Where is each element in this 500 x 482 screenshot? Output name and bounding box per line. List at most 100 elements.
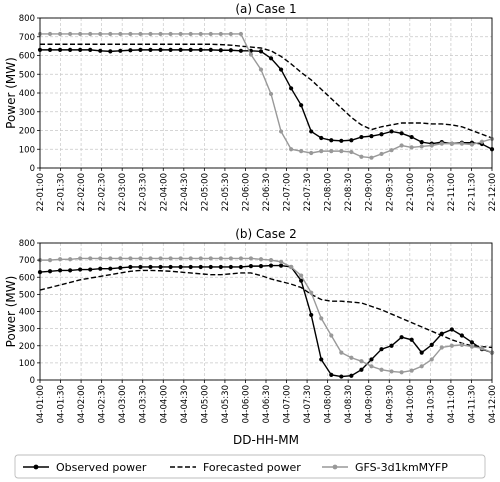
- series-point-1: [228, 264, 233, 270]
- x-tick-label: 04-02:30: [98, 385, 108, 423]
- x-tick-label: 04-06:00: [241, 385, 251, 423]
- y-tick-label: 200: [19, 342, 35, 352]
- series-point-1: [459, 333, 464, 338]
- x-tick-label: 22-05:00: [200, 173, 210, 211]
- series-point-3: [258, 257, 264, 262]
- x-tick-label: 22-04:30: [180, 173, 190, 211]
- series-point-3: [78, 256, 83, 261]
- x-tick-label: 22-08:00: [324, 173, 334, 211]
- series-point-3: [138, 256, 143, 261]
- x-tick-label: 04-08:00: [324, 385, 334, 423]
- y-tick-label: 400: [19, 89, 35, 99]
- series-point-3: [248, 256, 254, 261]
- series-point-1: [47, 47, 53, 52]
- series-point-1: [88, 47, 93, 52]
- series-point-3: [218, 31, 223, 37]
- x-tick-label: 04-05:00: [200, 385, 210, 423]
- series-point-1: [47, 269, 53, 274]
- series-point-1: [309, 312, 314, 318]
- series-point-1: [469, 340, 475, 345]
- series-point-1: [429, 342, 434, 347]
- x-tick-label: 22-11:30: [467, 173, 477, 211]
- series-point-3: [268, 258, 274, 263]
- x-tick-label: 22-10:30: [426, 173, 436, 211]
- series-point-1: [379, 347, 384, 352]
- x-tick-label: 22-06:30: [262, 173, 272, 211]
- y-axis-label: Power (MW): [4, 276, 18, 348]
- y-tick-label: 300: [19, 325, 35, 335]
- series-point-3: [419, 144, 424, 149]
- x-tick-label: 22-03:30: [139, 173, 149, 211]
- x-tick-label: 04-08:30: [344, 385, 354, 423]
- x-tick-label: 04-11:00: [447, 385, 457, 423]
- series-point-3: [349, 149, 354, 155]
- series-point-3: [459, 342, 464, 347]
- series-point-1: [218, 264, 223, 270]
- series-point-3: [449, 141, 454, 146]
- y-tick-label: 700: [19, 33, 35, 43]
- y-tick-label: 400: [19, 308, 35, 318]
- series-line-1: [40, 49, 493, 150]
- x-tick-label: 04-12:00: [488, 385, 498, 423]
- series-point-3: [459, 141, 464, 146]
- series-point-3: [268, 91, 274, 97]
- series-point-3: [198, 256, 203, 261]
- x-tick-label: 04-10:00: [406, 385, 416, 423]
- series-point-1: [178, 47, 183, 52]
- series-point-1: [68, 47, 73, 52]
- series-point-1: [379, 132, 384, 137]
- series-point-3: [238, 256, 243, 261]
- series-point-3: [178, 31, 183, 37]
- series-point-1: [309, 129, 314, 134]
- legend-entry-3: GFS-3d1kmMYFP: [355, 461, 448, 474]
- x-tick-label: 22-05:30: [221, 173, 231, 211]
- y-tick-label: 100: [19, 359, 35, 369]
- series-point-1: [319, 357, 324, 362]
- series-point-1: [409, 134, 414, 140]
- grid: [39, 17, 493, 169]
- series-point-1: [258, 49, 264, 54]
- series-line-2: [39, 269, 493, 349]
- series-point-3: [399, 143, 404, 148]
- series-point-1: [198, 47, 203, 52]
- series-point-1: [238, 48, 243, 53]
- y-tick-label: 700: [19, 256, 35, 266]
- series-point-3: [339, 350, 344, 355]
- x-axis-label: DD-HH-MM: [233, 433, 299, 447]
- series-point-1: [118, 48, 123, 53]
- series-point-1: [419, 140, 424, 145]
- series-point-1: [369, 357, 374, 362]
- series-point-1: [148, 47, 153, 52]
- series-point-1: [268, 263, 274, 268]
- series-point-3: [329, 149, 334, 154]
- series-point-1: [359, 367, 364, 372]
- x-tick-label: 22-12:00: [488, 173, 498, 211]
- x-tick-label: 22-06:00: [241, 173, 251, 211]
- series-point-3: [118, 31, 123, 37]
- x-tick-label: 04-10:30: [426, 385, 436, 423]
- series-point-3: [439, 345, 444, 350]
- series-point-3: [128, 31, 133, 37]
- series-point-3: [168, 256, 173, 261]
- series-point-3: [409, 368, 414, 373]
- series-point-3: [379, 151, 384, 157]
- y-tick-label: 200: [19, 127, 35, 137]
- legend-marker-3: [332, 464, 338, 470]
- series-point-3: [449, 343, 454, 348]
- series-point-1: [278, 263, 284, 268]
- series-point-1: [158, 264, 163, 270]
- series-point-3: [369, 364, 374, 369]
- series-point-1: [289, 86, 294, 91]
- series-point-1: [228, 48, 233, 53]
- series-point-1: [68, 268, 73, 273]
- series-point-3: [278, 259, 284, 264]
- legend-box: [14, 454, 486, 479]
- series-point-1: [208, 47, 213, 52]
- y-tick-label: 600: [19, 52, 35, 62]
- series-point-1: [218, 48, 223, 53]
- series-point-3: [208, 256, 213, 261]
- series-point-3: [258, 67, 264, 72]
- series-point-3: [178, 256, 183, 261]
- x-tick-label: 22-02:30: [98, 173, 108, 211]
- x-tick-label: 04-09:00: [365, 385, 375, 423]
